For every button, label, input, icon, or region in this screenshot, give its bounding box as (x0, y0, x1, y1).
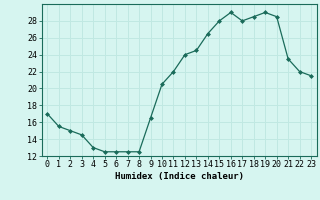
X-axis label: Humidex (Indice chaleur): Humidex (Indice chaleur) (115, 172, 244, 181)
